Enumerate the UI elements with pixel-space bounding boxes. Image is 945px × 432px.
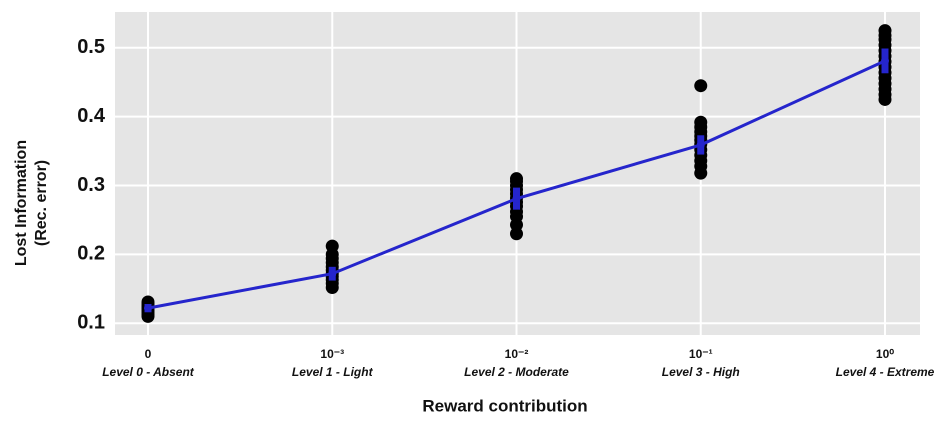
x-tick-label: 10⁻² — [505, 347, 529, 361]
sample-point — [694, 79, 708, 93]
y-tick-label: 0.4 — [77, 105, 106, 127]
x-tick-label: 10⁻³ — [320, 347, 344, 361]
mean-point — [881, 56, 889, 65]
sample-point — [510, 172, 523, 186]
y-tick-label: 0.1 — [77, 312, 105, 334]
x-axis-label: Reward contribution — [422, 396, 587, 415]
sample-point — [325, 239, 339, 253]
x-tick-label: 10⁰ — [876, 347, 894, 361]
x-tick-level: Level 3 - High — [662, 365, 740, 379]
mean-point — [512, 194, 521, 203]
grid: 0.1 0.2 0.3 0.4 0.5 0 Level 0 - Absent 10⁻³ Leve… — [77, 12, 935, 379]
sample-point — [878, 24, 892, 38]
x-tick-level: Level 0 - Absent — [102, 365, 195, 379]
y-axis-label: Lost Information (Rec. error) — [13, 140, 50, 266]
y-tick-label: 0.3 — [77, 174, 105, 196]
mean-point — [328, 269, 337, 278]
y-axis-label-line: (Rec. error) — [33, 160, 50, 246]
mean-point — [144, 304, 152, 313]
y-tick-label: 0.5 — [77, 36, 105, 58]
x-tick-level: Level 2 - Moderate — [464, 365, 569, 379]
sample-point — [510, 227, 523, 241]
y-axis-label-line: Lost Information — [13, 140, 30, 266]
marks — [141, 24, 892, 323]
x-tick-label: 10⁻¹ — [689, 347, 713, 361]
sample-point — [694, 115, 708, 129]
y-tick-label: 0.2 — [77, 243, 105, 265]
mean-point — [696, 140, 705, 149]
x-tick-label: 0 — [145, 347, 152, 361]
x-tick-level: Level 1 - Light — [292, 365, 374, 379]
x-tick-level: Level 4 - Extreme — [836, 365, 935, 379]
